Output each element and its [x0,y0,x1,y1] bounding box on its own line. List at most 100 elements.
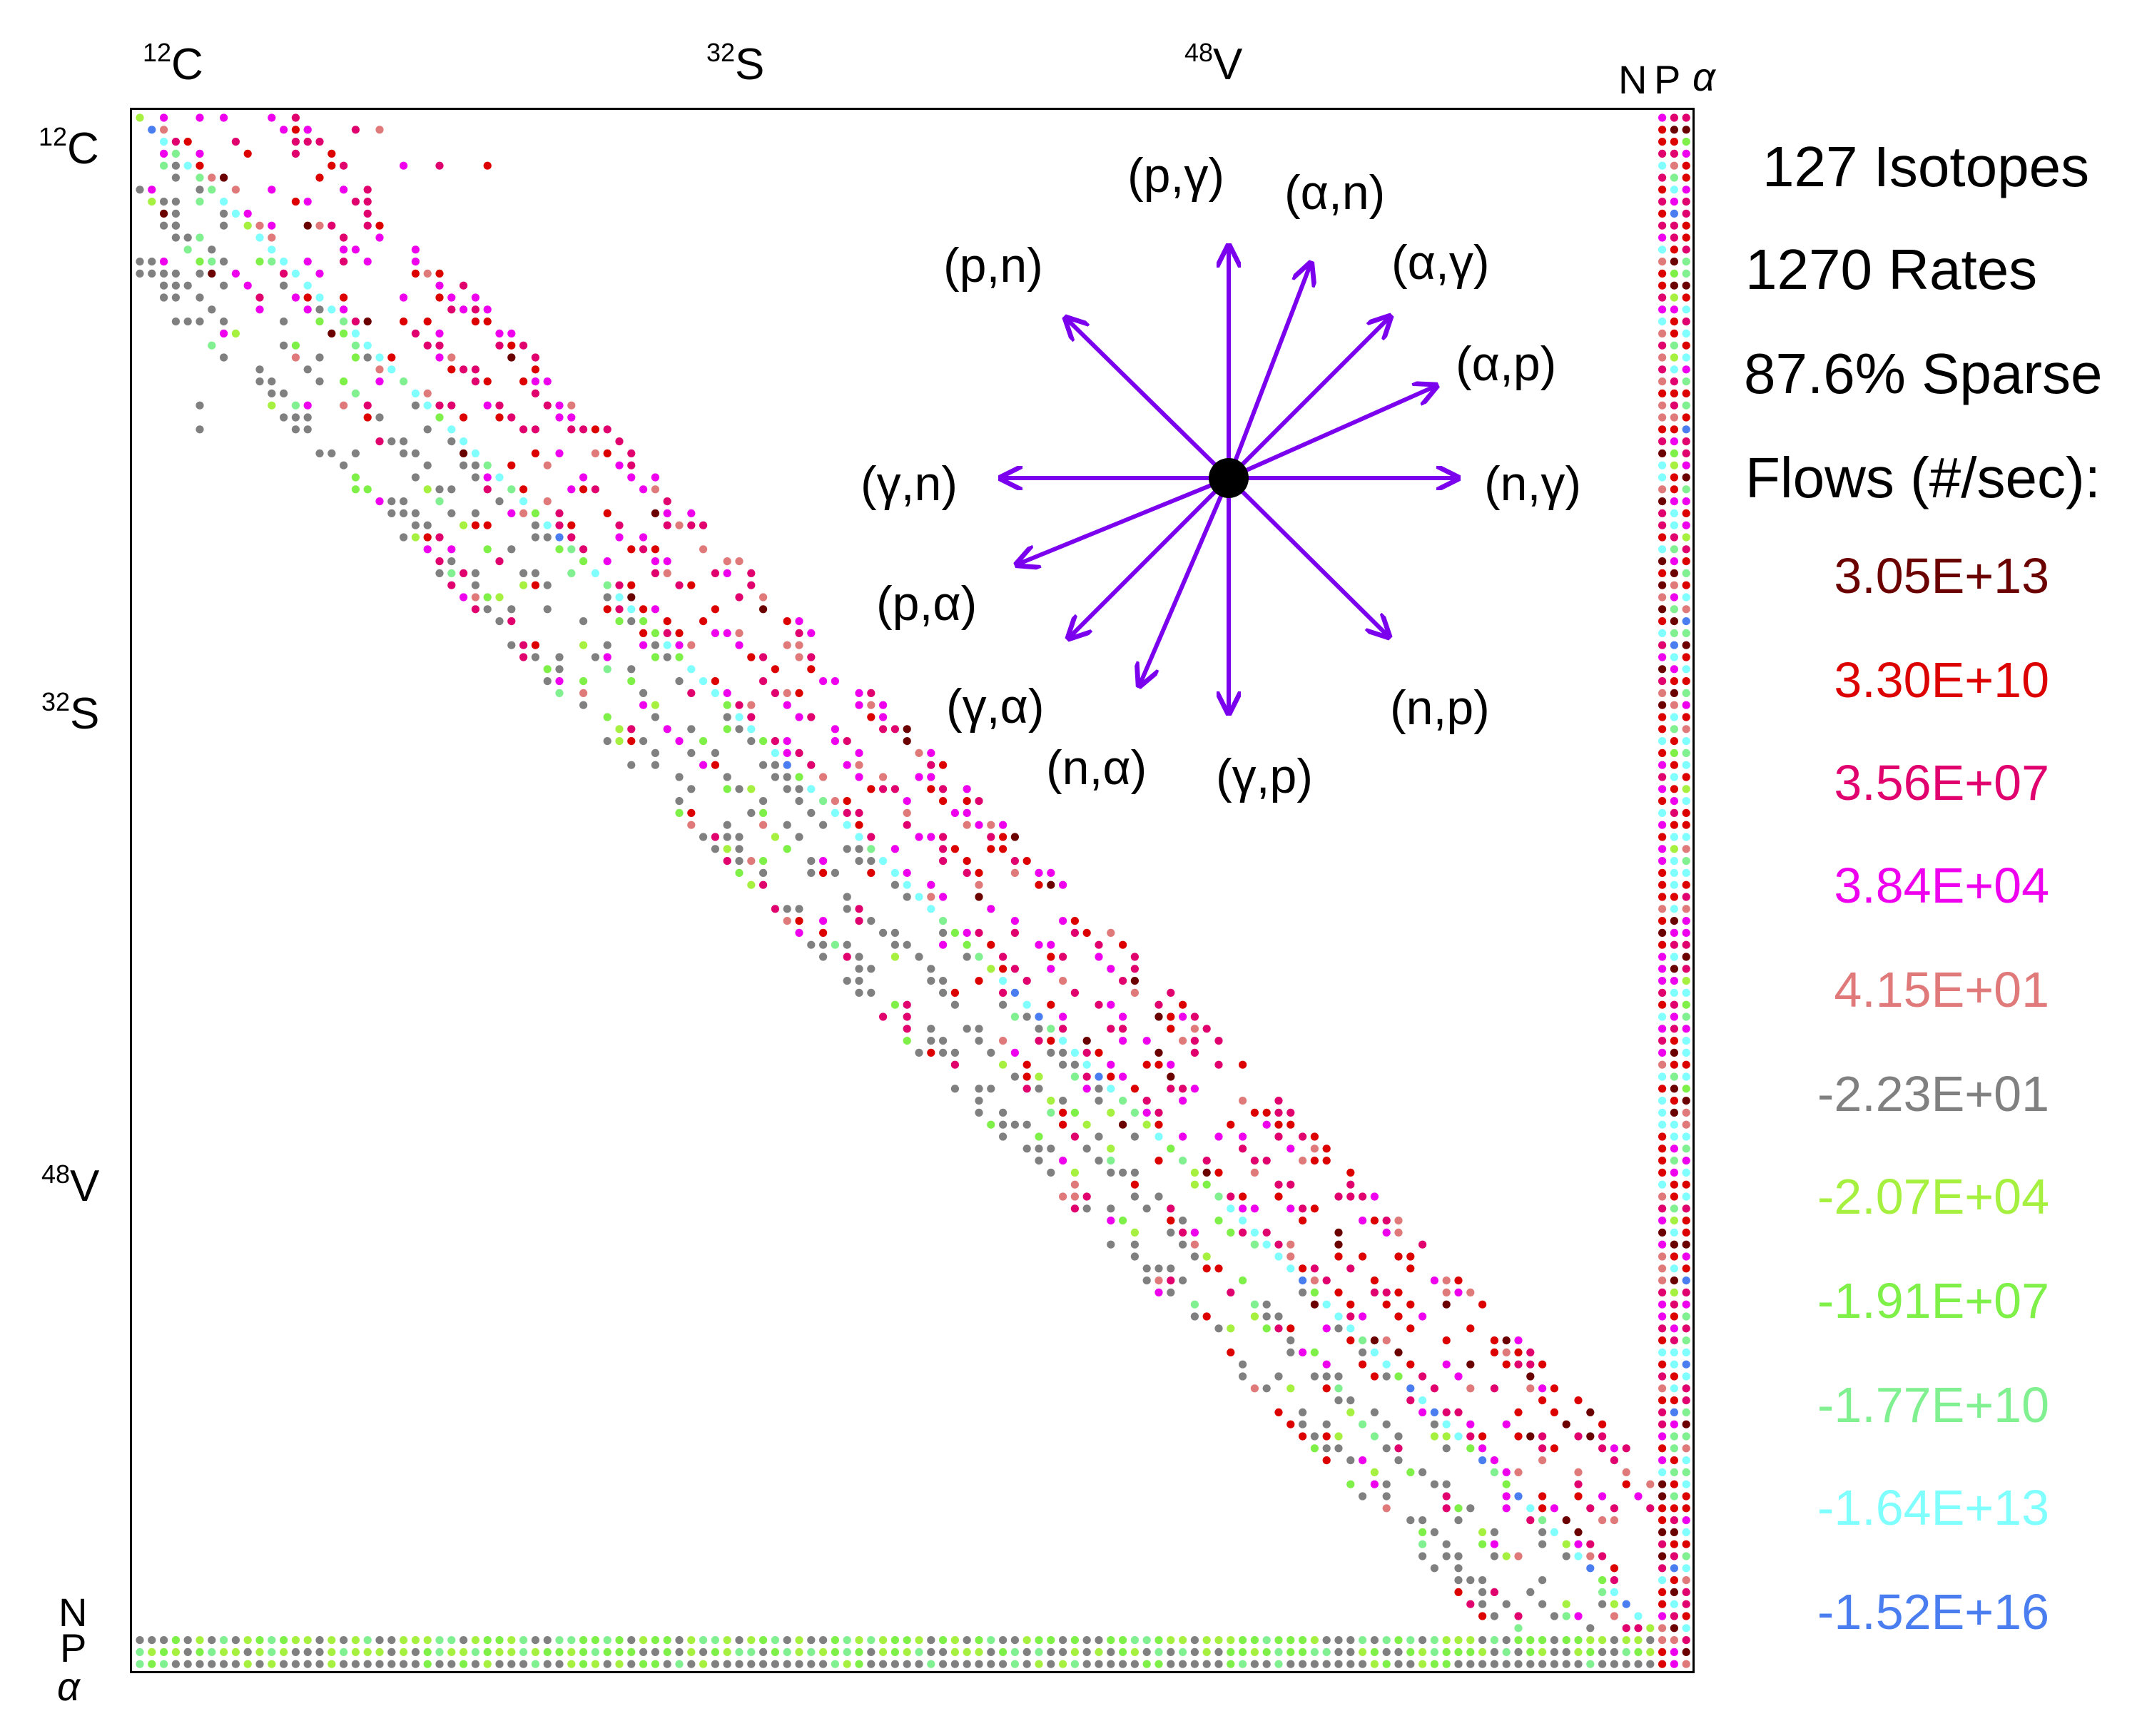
matrix-entry [507,329,516,337]
matrix-entry [579,557,588,566]
matrix-entry [1394,1228,1403,1237]
matrix-entry [1310,1432,1319,1441]
matrix-entry [495,473,504,482]
matrix-entry [939,893,948,901]
matrix-entry [1658,1312,1667,1321]
matrix-entry [1550,1612,1558,1620]
matrix-entry [291,149,300,158]
matrix-entry [927,1048,935,1057]
matrix-entry [1107,928,1115,937]
matrix-entry [1346,1324,1355,1333]
matrix-entry [1022,1060,1031,1069]
matrix-entry [1359,1312,1367,1321]
matrix-entry [208,1636,216,1645]
matrix-entry [435,329,444,337]
matrix-entry [1670,1312,1678,1321]
matrix-entry [915,1660,923,1668]
matrix-entry [843,940,851,949]
matrix-entry [1059,1048,1067,1057]
matrix-entry [627,581,636,589]
matrix-entry [1670,305,1678,314]
matrix-entry [1658,305,1667,314]
matrix-entry [1010,833,1019,841]
matrix-entry [1406,1360,1415,1369]
matrix-entry [435,533,444,542]
matrix-entry [435,413,444,422]
matrix-entry [1682,1000,1690,1009]
matrix-entry [291,1648,300,1656]
matrix-entry [460,521,468,529]
matrix-entry [543,521,552,529]
matrix-entry [1574,1492,1583,1501]
matrix-entry [519,425,528,434]
matrix-entry [1286,1648,1295,1656]
matrix-entry [1682,845,1690,853]
matrix-entry [999,1636,1008,1645]
matrix-entry [1490,1648,1498,1656]
matrix-entry [723,821,731,829]
matrix-entry [1682,833,1690,841]
matrix-entry [1526,1636,1535,1645]
matrix-entry [280,341,288,350]
matrix-entry [1370,1468,1379,1476]
matrix-entry [939,988,948,997]
matrix-entry [903,725,911,734]
matrix-entry [939,1037,948,1045]
matrix-entry [687,1636,696,1645]
matrix-entry [831,808,839,817]
matrix-entry [1130,1132,1139,1141]
matrix-entry [1154,1157,1163,1165]
matrix-entry [411,269,420,278]
matrix-entry [1670,880,1678,889]
matrix-entry [375,497,384,506]
matrix-entry [1670,905,1678,913]
matrix-entry [460,449,468,457]
matrix-entry [1670,161,1678,170]
matrix-entry [663,521,671,529]
matrix-entry [639,689,648,698]
matrix-entry [1322,1276,1331,1285]
matrix-entry [1322,1324,1331,1333]
matrix-entry [579,485,588,494]
matrix-entry [1346,1456,1355,1465]
matrix-entry [411,1660,420,1668]
matrix-entry [411,521,420,529]
matrix-entry [1682,473,1690,482]
matrix-entry [1179,1228,1187,1237]
matrix-entry [1334,1312,1343,1321]
legend-entry-8: -1.91E+07 [1817,1273,2049,1329]
matrix-entry [579,473,588,482]
matrix-entry [400,533,408,542]
matrix-entry [531,353,540,362]
matrix-entry [1478,1300,1487,1309]
matrix-entry [867,785,875,793]
matrix-entry [303,198,312,206]
matrix-entry [1682,1060,1690,1069]
matrix-entry [1010,928,1019,937]
matrix-entry [1119,1648,1127,1656]
matrix-entry [879,773,888,781]
matrix-entry [183,318,192,326]
matrix-entry [890,868,899,877]
matrix-entry [711,748,720,757]
matrix-entry [807,940,816,949]
matrix-entry [1430,1276,1438,1285]
matrix-entry [975,1097,983,1105]
matrix-entry [460,593,468,601]
matrix-entry [819,773,828,781]
matrix-entry [927,977,935,985]
matrix-entry [1538,1384,1547,1393]
matrix-entry [759,880,768,889]
matrix-entry [1574,1552,1583,1560]
matrix-entry [1682,713,1690,721]
matrix-entry [1670,1492,1678,1501]
matrix-entry [1478,1540,1487,1548]
matrix-entry [1274,1132,1283,1141]
matrix-entry [1682,126,1690,134]
matrix-entry [183,1648,192,1656]
matrix-entry [196,186,204,194]
matrix-entry [1682,1624,1690,1633]
matrix-entry [963,821,971,829]
matrix-entry [783,701,791,709]
matrix-entry [1214,1037,1223,1045]
